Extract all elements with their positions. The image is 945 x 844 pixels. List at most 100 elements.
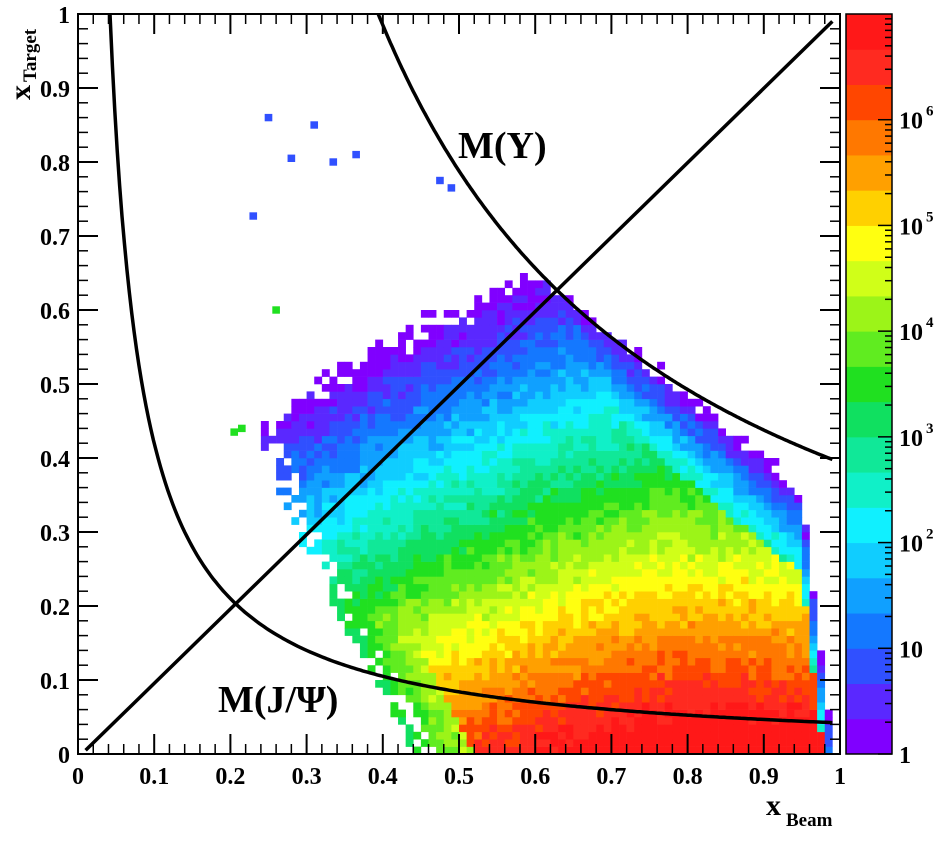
heatmap-cell [740,613,749,622]
heatmap-cell [519,361,528,370]
heatmap-cell [329,472,338,481]
heatmap-cell [382,620,391,629]
heatmap-cell [550,406,559,414]
heatmap-cell [436,687,445,696]
heatmap-cell [771,554,780,562]
heatmap-cell [763,731,772,740]
heatmap-cell [382,643,391,651]
heatmap-cell [337,443,345,451]
heatmap-cell [763,665,772,673]
heatmap-cell [420,554,429,562]
heatmap-cell [542,517,551,525]
heatmap-cell [603,694,612,703]
heatmap-cell [794,591,803,599]
heatmap-cell [459,546,467,555]
heatmap-cell [390,524,399,533]
heatmap-cell [641,739,650,747]
heatmap-cell [558,724,566,733]
heatmap-cell [763,672,772,681]
heatmap-cell [657,561,666,570]
heatmap-cell [664,731,673,740]
heatmap-cell [413,561,422,570]
heatmap-cell [634,731,643,740]
heatmap-cell [596,502,605,511]
heatmap-cell [519,465,528,474]
heatmap-cell [398,628,406,636]
heatmap-cell [679,628,688,636]
heatmap-cell [466,465,475,474]
heatmap-cell [794,554,803,562]
heatmap-cell [725,569,734,577]
heatmap-cell [382,421,391,429]
heatmap-cell [771,606,780,614]
heatmap-cell [321,369,330,377]
heatmap-cell [611,487,620,496]
heatmap-cell [702,472,711,481]
heatmap-cell [420,465,429,474]
heatmap-cell [718,694,726,703]
heatmap-cell [443,709,452,718]
heatmap-cell [626,598,635,607]
heatmap-cell [733,450,742,459]
heatmap-cell [428,472,437,481]
heatmap-cell [771,576,780,585]
heatmap-cell [459,709,467,718]
heatmap-cell [405,657,414,666]
heatmap-cell [771,598,780,607]
heatmap-cell [558,546,566,555]
heatmap-cell [619,450,627,459]
heatmap-cell [710,672,719,681]
heatmap-cell [527,413,536,422]
heatmap-cell [649,546,658,555]
heatmap-cell [398,413,406,422]
heatmap-cell [611,687,620,696]
heatmap-cell [382,487,391,496]
heatmap-cell [474,709,483,718]
y-axis-title-sub: Target [20,28,41,82]
heatmap-cell [504,657,513,666]
heatmap-cell [763,539,772,548]
heatmap-cell [679,517,688,525]
heatmap-cell [314,480,323,488]
heatmap-cell [725,731,734,740]
heatmap-cell [611,369,620,377]
heatmap-cell [314,421,323,429]
heatmap-cell [550,465,559,474]
heatmap-cell [558,694,566,703]
heatmap-cell [763,509,772,518]
heatmap-cell [664,576,673,585]
heatmap-cell [786,628,795,636]
heatmap-cell [287,154,296,162]
heatmap-cell [672,428,681,437]
heatmap-cell [443,524,452,533]
heatmap-cell [344,495,353,503]
heatmap-cell [314,495,323,503]
heatmap-cell [588,347,597,355]
heatmap-cell [481,332,490,340]
heatmap-cell [679,739,688,747]
heatmap-cell [481,643,490,651]
heatmap-cell [565,731,574,740]
heatmap-cell [436,739,445,747]
heatmap-cell [535,495,544,503]
heatmap-cell [558,472,566,481]
heatmap-cell [634,724,643,733]
heatmap-cell [664,620,673,629]
heatmap-cell [459,746,467,755]
heatmap-cell [466,702,475,710]
heatmap-cell [428,606,437,614]
heatmap-cell [626,495,635,503]
heatmap-cell [596,613,605,622]
heatmap-cell [672,665,681,673]
heatmap-cell [542,532,551,540]
heatmap-cell [497,406,506,414]
heatmap-cell [733,554,742,562]
heatmap-cell [588,413,597,422]
heatmap-cell [657,472,666,481]
heatmap-cell [459,702,467,710]
heatmap-cell [535,643,544,651]
heatmap-cell [306,546,315,555]
heatmap-cell [801,598,810,607]
heatmap-cell [588,635,597,644]
heatmap-cell [329,384,338,392]
